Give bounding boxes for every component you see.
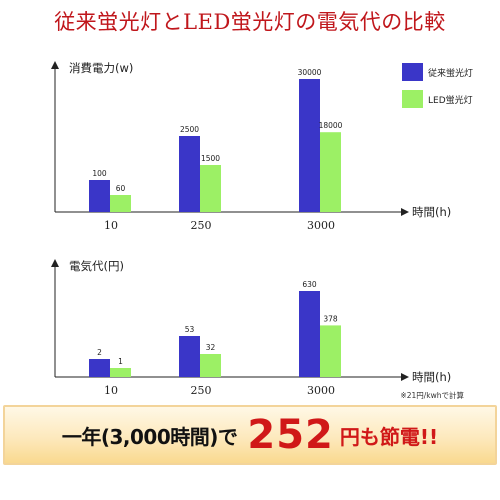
legend-swatch-led — [402, 90, 423, 108]
data-label-2-conventional-10: 2 — [97, 348, 102, 357]
banner-savings-amount: 252 — [247, 412, 334, 458]
y-axis-label-1: 消費電力(w) — [69, 61, 133, 75]
tick-label-2-250: 250 — [191, 384, 212, 397]
bar-1-led-10 — [110, 195, 131, 212]
bar-1-conventional-250 — [179, 136, 200, 212]
tick-label-1-250: 250 — [191, 219, 212, 232]
bar-1-conventional-10 — [89, 180, 110, 212]
tick-label-1-3000: 3000 — [307, 219, 335, 232]
bar-2-conventional-10 — [89, 359, 110, 377]
data-label-1-conventional-250: 2500 — [180, 125, 199, 134]
data-label-1-conventional-3000: 30000 — [298, 68, 322, 77]
data-label-1-led-250: 1500 — [201, 154, 220, 163]
data-label-2-led-3000: 378 — [323, 314, 338, 323]
tick-label-2-3000: 3000 — [307, 384, 335, 397]
data-label-2-led-10: 1 — [118, 357, 123, 366]
data-label-1-led-3000: 18000 — [319, 121, 343, 130]
legend-swatch-conventional — [402, 63, 423, 81]
x-axis-label-1: 時間(h) — [412, 205, 451, 219]
bar-2-conventional-3000 — [299, 291, 320, 377]
bar-1-led-3000 — [320, 132, 341, 212]
bar-1-conventional-3000 — [299, 79, 320, 212]
data-label-2-conventional-250: 53 — [185, 325, 195, 334]
tick-label-2-10: 10 — [104, 384, 118, 397]
data-label-1-led-10: 60 — [116, 184, 126, 193]
footnote: ※21円/kwhで計算 — [400, 391, 464, 400]
bar-1-led-250 — [200, 165, 221, 212]
tick-label-1-10: 10 — [104, 219, 118, 232]
legend-label-led: LED蛍光灯 — [428, 94, 473, 106]
bar-2-conventional-250 — [179, 336, 200, 377]
bar-2-led-250 — [200, 354, 221, 377]
banner-tail-text: 円も節電!! — [339, 424, 439, 449]
data-label-2-conventional-3000: 630 — [302, 280, 317, 289]
y-axis-label-2: 電気代(円) — [69, 259, 124, 273]
data-label-2-led-250: 32 — [206, 343, 216, 352]
comparison-charts: 消費電力(w) 時間(h) 10 100 60 250 2500 1500 3000 30000 1… — [51, 61, 473, 397]
savings-banner: 一年(3,000時間)で 252 円も節電!! — [3, 405, 497, 465]
bar-2-led-3000 — [320, 325, 341, 377]
bar-2-led-10 — [110, 368, 131, 377]
x-axis-label-2: 時間(h) — [412, 370, 451, 384]
page-title: 従来蛍光灯とLED蛍光灯の電気代の比較 — [54, 10, 446, 34]
legend-label-conventional: 従来蛍光灯 — [428, 67, 473, 79]
data-label-1-conventional-10: 100 — [92, 169, 107, 178]
banner-lead-text: 一年(3,000時間)で — [61, 424, 238, 449]
